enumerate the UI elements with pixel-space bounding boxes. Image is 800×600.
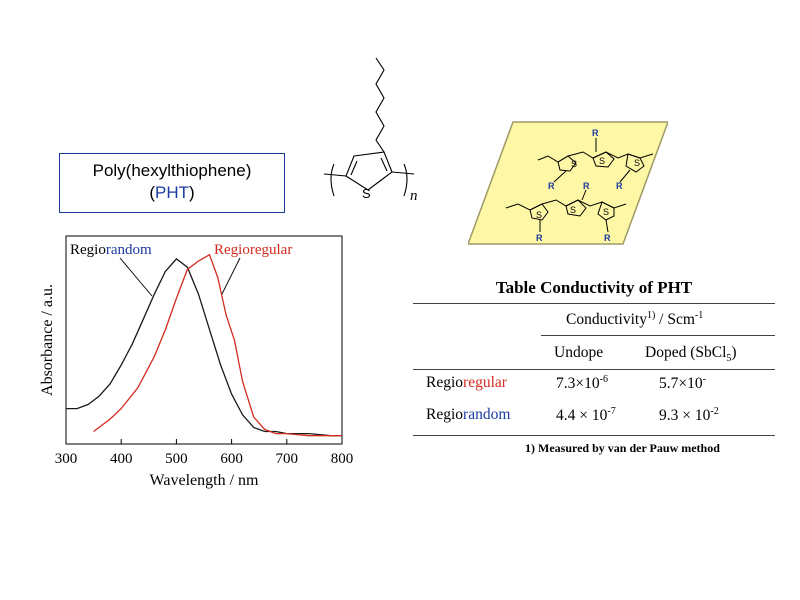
legend-regiorandom: Regiorandom <box>70 242 152 258</box>
conductivity-table: Table Conductivity of PHT Conductivity1)… <box>413 278 775 468</box>
col-doped-header: Doped (SbCl5) <box>645 344 737 364</box>
cell-regiorandom-undope: 4.4 × 10-7 <box>556 406 616 425</box>
x-ticks <box>65 439 343 444</box>
lower-r-bond-1 <box>581 189 587 201</box>
lower-r-bond-3 <box>605 219 609 233</box>
cell-regiorandom-doped: 9.3 × 10-2 <box>659 406 719 425</box>
x-tick-label-300: 300 <box>55 451 78 467</box>
col-doped-close: ) <box>731 344 737 361</box>
x-tick-label-600: 600 <box>220 451 243 467</box>
col-group-name: Conductivity <box>566 311 647 329</box>
x-tick-label-400: 400 <box>110 451 133 467</box>
upper-s-2: S <box>599 156 605 166</box>
lower-ring-3 <box>597 201 615 221</box>
legend-pointer-regiorandom <box>119 257 153 297</box>
cell-regioregular-undope: 7.3×10-6 <box>556 374 608 393</box>
upper-s-1: S <box>571 159 577 169</box>
val-rr-doped-exp: - <box>702 374 706 385</box>
row-label-regioregular-part1: Regio <box>426 374 464 391</box>
molecular-packing-plate: S S S S S S R R R R R R <box>468 121 668 245</box>
upper-ring-2 <box>592 151 615 168</box>
legend-pointer-regioregular <box>221 257 241 295</box>
val-ra-doped-base: 9.3 × 10 <box>659 407 711 425</box>
x-tick-label-800: 800 <box>331 451 354 467</box>
title-acronym: PHT <box>155 183 189 202</box>
upper-s-3: S <box>634 158 640 168</box>
r-label-3: R <box>583 181 590 191</box>
val-rr-undope-exp: -6 <box>599 374 608 385</box>
r-label-1: R <box>592 128 599 138</box>
row-label-regioregular-part2: regular <box>463 374 507 391</box>
title-line-1: Poly(hexylthiophene) <box>92 161 252 180</box>
r-label-5: R <box>536 233 543 243</box>
val-ra-undope-exp: -7 <box>607 406 616 417</box>
row-label-regiorandom-part1: Regio <box>426 406 464 423</box>
lower-s-2: S <box>570 205 576 215</box>
hexyl-chain <box>375 57 385 153</box>
r-label-6: R <box>604 233 611 243</box>
sulfur-label: S <box>362 186 371 201</box>
row-label-regioregular: Regioregular <box>426 374 507 392</box>
monomer-structure: S n <box>323 57 418 204</box>
col-group-unit-sup: -1 <box>694 310 704 321</box>
legend-regioregular-part1: Regio <box>214 242 250 258</box>
upper-ring-1 <box>557 155 577 172</box>
legend-regiorandom-part2: random <box>106 242 152 258</box>
lower-s-1: S <box>536 210 542 220</box>
table-bottom-rule <box>413 435 775 436</box>
col-group-unit: / Scm <box>655 311 695 329</box>
table-top-rule <box>413 303 775 304</box>
x-tick-label-500: 500 <box>165 451 188 467</box>
lower-ring-1 <box>529 203 549 221</box>
r-label-2: R <box>548 181 555 191</box>
x-tick-label-700: 700 <box>276 451 299 467</box>
col-doped-name: Doped (SbCl <box>645 344 727 361</box>
series-line-regioregular <box>93 253 342 437</box>
header-rule <box>413 369 775 370</box>
legend-regioregular-part2: regular <box>250 242 292 258</box>
title-box: Poly(hexylthiophene) (PHT) <box>59 153 285 213</box>
x-tick-labels: 300 400 500 600 700 800 <box>55 451 354 467</box>
upper-ring-3 <box>625 153 645 173</box>
val-ra-undope-base: 4.4 × 10 <box>556 407 608 425</box>
ring-double-bond-2 <box>380 157 388 172</box>
table-title: Table Conductivity of PHT <box>495 278 693 297</box>
title-paren-close: ) <box>189 183 195 202</box>
upper-r-bond-2 <box>553 170 567 183</box>
lower-s-3: S <box>603 207 609 217</box>
row-label-regiorandom: Regiorandom <box>426 406 510 424</box>
absorbance-chart: 300 400 500 600 700 800 Regiorandom Regioregu… <box>39 235 354 489</box>
r-label-4: R <box>616 181 623 191</box>
x-axis-label: Wavelength / nm <box>150 472 259 489</box>
group-rule <box>541 335 775 336</box>
y-axis-label: Absorbance / a.u. <box>39 284 56 396</box>
left-bracket <box>330 163 335 197</box>
title-line-2: (PHT) <box>60 182 284 204</box>
series-line-regiorandom <box>66 258 342 437</box>
legend-regiorandom-part1: Regio <box>70 242 106 258</box>
subscript-n: n <box>410 188 418 204</box>
col-group-header: Conductivity1) / Scm-1 <box>566 310 703 329</box>
legend-regioregular: Regioregular <box>214 242 292 258</box>
thiophene-ring <box>345 151 393 191</box>
val-ra-doped-exp: -2 <box>710 406 719 417</box>
ring-double-bond-1 <box>350 160 358 176</box>
col-group-sup: 1) <box>646 310 656 321</box>
row-label-regiorandom-part2: random <box>463 406 511 423</box>
lower-ring-2 <box>565 199 587 217</box>
col-undope-header: Undope <box>554 344 604 361</box>
upper-r-bond-3 <box>619 169 631 183</box>
val-rr-doped-base: 5.7×10 <box>659 375 703 393</box>
plot-frame <box>65 235 343 445</box>
col-doped-sub: 5 <box>726 353 732 365</box>
val-rr-undope-base: 7.3×10 <box>556 375 600 393</box>
right-bracket <box>403 163 408 197</box>
table-footnote: 1) Measured by van der Pauw method <box>525 441 720 455</box>
cell-regioregular-doped: 5.7×10- <box>659 374 706 393</box>
left-bond <box>323 173 347 177</box>
plate <box>468 121 668 245</box>
right-bond <box>391 171 415 175</box>
title-paren-open: ( <box>149 183 155 202</box>
